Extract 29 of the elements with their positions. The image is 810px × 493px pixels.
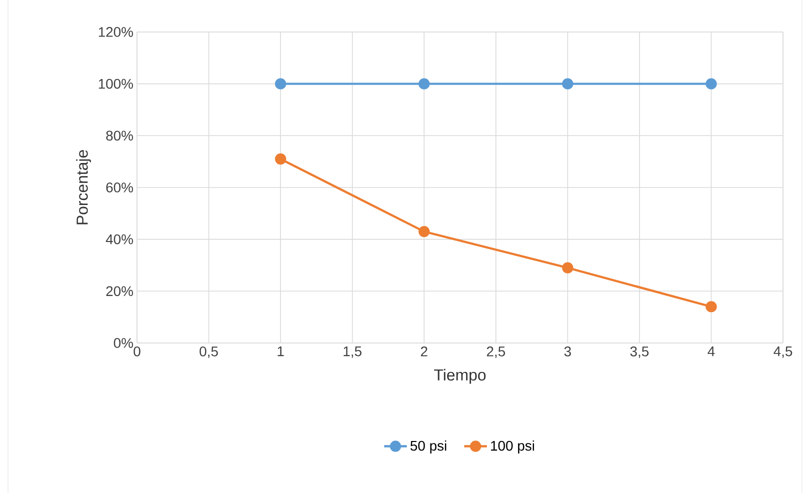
y-tick-label: 80%	[106, 130, 133, 141]
x-tick-label: 4	[708, 346, 715, 356]
x-tick-label: 1	[278, 346, 284, 356]
point	[274, 153, 286, 165]
point	[706, 78, 717, 90]
y-tick-label: 100%	[98, 78, 133, 89]
x-tick-label: 3	[564, 346, 571, 356]
point	[562, 262, 574, 274]
y-tick-label: 40%	[106, 234, 133, 244]
point	[418, 226, 430, 238]
point	[706, 301, 717, 312]
x-tick-label: 4,5	[774, 346, 792, 358]
x-tick-label: 2	[420, 346, 428, 356]
x-tick-label: 1,5	[344, 346, 362, 358]
y-tick-label: 20%	[106, 286, 133, 296]
y-tick-label: 0%	[114, 338, 133, 348]
y-axis-title: Porcentaje	[76, 150, 91, 224]
x-tick-label: 0	[134, 346, 140, 356]
x-tick-label: 2,5	[486, 346, 506, 358]
point	[274, 78, 286, 90]
x-tick-label: 3,5	[630, 346, 649, 358]
y-tick-label: 60%	[106, 182, 133, 192]
point	[562, 78, 574, 90]
legend-label: 100 psi	[491, 440, 534, 454]
legend-label: 50 psi	[410, 440, 446, 454]
x-axis-title: Tiempo	[434, 368, 486, 384]
y-tick-label: 120%	[98, 27, 133, 37]
point	[418, 78, 430, 90]
x-tick-label: 0,5	[200, 346, 218, 358]
